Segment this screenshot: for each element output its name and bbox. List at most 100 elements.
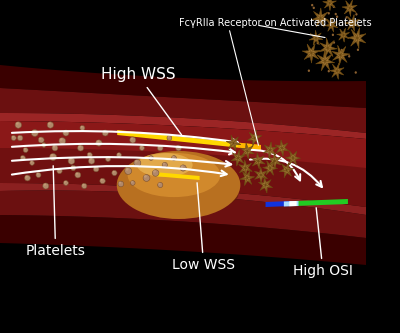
Polygon shape [248,130,262,146]
Ellipse shape [36,173,39,175]
Ellipse shape [163,163,165,165]
Text: FcγRIIa Receptor on Activated Platelets: FcγRIIa Receptor on Activated Platelets [178,18,371,28]
Ellipse shape [140,146,144,151]
Polygon shape [342,0,357,16]
Ellipse shape [80,126,83,128]
Ellipse shape [118,181,124,187]
Ellipse shape [106,157,108,159]
Ellipse shape [48,122,51,125]
Ellipse shape [18,135,23,141]
Polygon shape [279,163,294,177]
Ellipse shape [336,15,338,18]
Ellipse shape [162,163,168,167]
Polygon shape [238,143,261,150]
Ellipse shape [172,156,176,161]
Ellipse shape [332,34,334,36]
Ellipse shape [64,130,66,133]
Ellipse shape [130,181,135,185]
Ellipse shape [23,148,28,153]
Ellipse shape [346,16,348,19]
Ellipse shape [75,172,81,178]
Text: Platelets: Platelets [26,166,86,258]
Ellipse shape [82,183,84,186]
Ellipse shape [82,183,87,188]
Polygon shape [231,150,245,166]
Ellipse shape [31,130,38,137]
Ellipse shape [80,126,85,131]
Ellipse shape [100,178,103,181]
Ellipse shape [15,122,22,128]
Polygon shape [0,215,366,265]
Polygon shape [319,38,337,58]
Ellipse shape [143,174,150,181]
Ellipse shape [60,138,62,141]
Ellipse shape [137,153,193,177]
Ellipse shape [357,49,359,51]
Polygon shape [0,65,366,108]
Ellipse shape [47,122,54,128]
Text: High WSS: High WSS [101,68,182,135]
Ellipse shape [57,168,60,171]
Ellipse shape [140,146,142,148]
Ellipse shape [112,170,115,173]
Polygon shape [226,136,241,151]
Polygon shape [316,51,334,71]
Ellipse shape [89,158,92,161]
Ellipse shape [130,137,136,143]
Polygon shape [330,63,344,79]
Ellipse shape [158,182,163,187]
Polygon shape [348,28,366,48]
Ellipse shape [308,70,310,72]
Polygon shape [266,201,291,207]
Polygon shape [286,151,300,165]
Polygon shape [0,88,366,133]
Ellipse shape [88,153,90,155]
Ellipse shape [117,151,240,219]
Polygon shape [309,30,323,45]
Ellipse shape [59,138,66,144]
Polygon shape [240,143,254,159]
Ellipse shape [78,145,81,148]
Polygon shape [337,28,349,42]
Ellipse shape [167,136,172,141]
Ellipse shape [70,166,76,170]
Ellipse shape [96,140,102,146]
Text: High OSI: High OSI [293,208,353,278]
Ellipse shape [52,146,55,148]
Polygon shape [0,190,366,238]
Ellipse shape [69,158,72,161]
Ellipse shape [42,143,46,147]
Ellipse shape [311,4,313,6]
Polygon shape [325,18,338,32]
Ellipse shape [130,137,133,140]
Ellipse shape [125,168,128,170]
Ellipse shape [52,145,58,151]
Ellipse shape [96,140,99,143]
Polygon shape [0,183,366,215]
Ellipse shape [158,146,160,148]
Ellipse shape [38,137,44,143]
Polygon shape [289,201,297,206]
Polygon shape [258,177,272,193]
Ellipse shape [128,153,220,197]
Ellipse shape [12,136,14,138]
Ellipse shape [348,55,350,58]
Ellipse shape [355,13,358,16]
Ellipse shape [102,130,108,136]
Ellipse shape [328,70,330,72]
Ellipse shape [308,55,310,58]
Ellipse shape [43,183,46,186]
Ellipse shape [333,6,335,8]
Ellipse shape [172,156,174,158]
Ellipse shape [78,145,84,151]
Ellipse shape [11,136,16,141]
Ellipse shape [63,130,69,136]
Ellipse shape [144,175,147,178]
Ellipse shape [64,181,66,183]
Ellipse shape [71,166,74,168]
Ellipse shape [180,165,186,171]
Ellipse shape [176,145,182,151]
Ellipse shape [316,42,319,44]
Ellipse shape [64,180,68,185]
Ellipse shape [153,170,156,173]
